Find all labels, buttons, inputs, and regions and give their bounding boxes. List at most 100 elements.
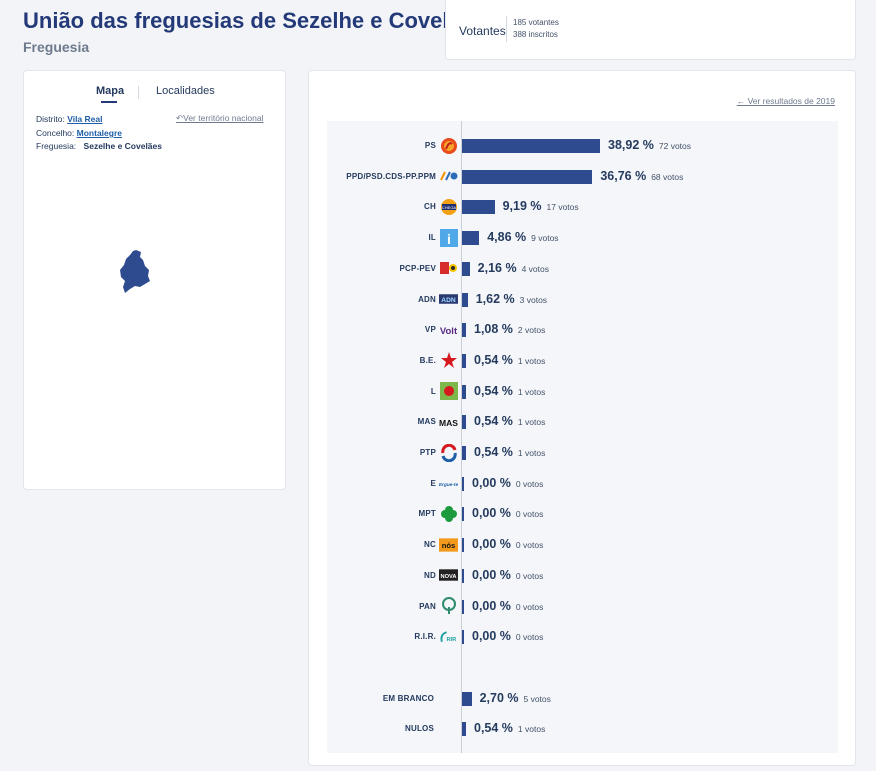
party-name: EM BRANCO [382, 694, 434, 703]
il-logo-icon: i [439, 228, 458, 247]
party-name: PCP-PEV [399, 263, 436, 273]
result-percentage: 4,86 % 9 votos [487, 230, 558, 244]
distrito-label: Distrito: [36, 114, 65, 124]
percentage-value: 0,54 % [474, 445, 513, 459]
freguesia-value: Sezelhe e Covelães [83, 141, 162, 151]
svg-text:CHEGA: CHEGA [441, 205, 456, 210]
votes-count: 0 votos [515, 509, 544, 520]
distrito-link[interactable]: Vila Real [67, 114, 103, 124]
result-bar [462, 139, 600, 153]
votes-count: 9 votos [531, 233, 559, 244]
nc-logo-icon: nós [439, 535, 458, 554]
party-name: MAS [417, 417, 436, 427]
svg-text:Ergue-te: Ergue-te [439, 482, 458, 488]
pcp-pev-logo-icon [439, 259, 458, 278]
result-row: PAN 0,00 % 0 votos [327, 595, 838, 619]
percentage-value: 0,54 % [474, 352, 513, 367]
e-logo-icon: Ergue-te [439, 474, 458, 493]
result-row: PS 38,92 % 72 votos [327, 134, 838, 158]
party-name: IL [428, 233, 436, 243]
result-percentage: 0,54 % 1 votos [474, 445, 545, 459]
result-percentage: 36,76 % 68 votos [600, 169, 683, 183]
result-percentage: 1,62 % 3 votos [476, 292, 547, 306]
livre-logo-icon [439, 382, 458, 401]
result-row: NC nós 0,00 % 0 votos [327, 533, 838, 557]
svg-text:MAS: MAS [439, 418, 458, 428]
votes-count: 0 votos [515, 478, 544, 489]
votantes-divider [506, 16, 507, 42]
svg-text:RIR: RIR [446, 636, 456, 642]
adn-logo-icon: ADN [439, 290, 458, 309]
result-row: MAS MAS 0,54 % 1 votos [327, 410, 838, 434]
percentage-value: 2,16 % [477, 260, 517, 275]
percentage-value: 9,19 % [502, 199, 542, 214]
freguesia-map-shape[interactable] [116, 248, 156, 296]
votes-count: 0 votos [515, 632, 544, 643]
result-percentage: 38,92 % 72 votos [608, 138, 691, 152]
result-percentage: 0,54 % 1 votos [474, 414, 545, 428]
result-row: PTP 0,54 % 1 votos [327, 441, 838, 465]
freguesia-row: Freguesia: Sezelhe e Covelães [36, 141, 162, 151]
percentage-value: 1,62 % [475, 291, 515, 306]
party-name: L [430, 386, 436, 396]
votes-count: 72 votos [658, 141, 692, 151]
percentage-value: 0,00 % [472, 629, 511, 644]
result-percentage: 0,54 % 1 votos [474, 384, 545, 398]
votes-count: 0 votos [515, 570, 544, 581]
ver-resultados-2019-link[interactable]: ← Ver resultados de 2019 [736, 96, 835, 106]
result-bar [462, 507, 464, 522]
votes-count: 0 votos [515, 540, 544, 551]
percentage-value: 0,00 % [472, 598, 511, 613]
result-percentage: 2,16 % 4 votos [478, 261, 549, 275]
result-bar [462, 323, 466, 338]
party-name: MPT [418, 509, 436, 519]
votes-count: 2 votos [517, 325, 546, 336]
result-row: VP Volt 1,08 % 2 votos [327, 318, 838, 342]
votes-count: 1 votos [517, 724, 546, 734]
page-subtitle: Freguesia [23, 39, 90, 55]
votes-count: 1 votos [517, 417, 546, 428]
tab-mapa[interactable]: Mapa [96, 85, 125, 97]
votes-count: 1 votos [517, 386, 546, 397]
result-bar [462, 722, 466, 736]
result-bar [462, 630, 464, 645]
result-row: B.E. 0,54 % 1 votos [327, 349, 838, 373]
result-percentage: 2,70 % 5 votos [480, 691, 551, 705]
result-row: ADN ADN 1,62 % 3 votos [327, 288, 838, 312]
votes-count: 68 votos [651, 171, 684, 182]
percentage-value: 4,86 % [487, 230, 527, 245]
party-name: NULOS [405, 724, 434, 733]
ver-territorio-nacional-label: Ver território nacional [183, 113, 264, 123]
result-bar [462, 415, 466, 430]
result-bar [462, 200, 495, 215]
percentage-value: 36,76 % [600, 168, 647, 183]
party-name: NC [424, 540, 436, 550]
ch-logo-icon: CHEGA [439, 197, 458, 216]
result-row: MPT 0,00 % 0 votos [327, 502, 838, 526]
result-row: R.I.R. RIR 0,00 % 0 votos [327, 625, 838, 649]
result-bar [462, 231, 480, 246]
svg-text:NOVA: NOVA [440, 574, 456, 580]
percentage-value: 0,54 % [474, 383, 513, 398]
party-name: R.I.R. [414, 632, 436, 642]
result-percentage: 0,54 % 1 votos [474, 353, 545, 367]
party-name: B.E. [419, 355, 436, 365]
ver-territorio-nacional-link[interactable]: ↶Ver território nacional [176, 113, 263, 124]
votes-count: 5 votos [523, 694, 551, 704]
votantes-card: Votantes 185 votantes 388 inscritos [445, 0, 856, 60]
result-percentage: 0,00 % 0 votos [472, 599, 543, 613]
concelho-label: Concelho: [36, 128, 75, 138]
svg-text:Volt: Volt [440, 325, 458, 335]
result-bar [462, 446, 466, 460]
votes-count: 1 votos [517, 448, 546, 458]
party-name: PPD/PSD.CDS-PP.PPM [346, 171, 436, 181]
result-percentage: 0,00 % 0 votos [472, 568, 543, 582]
percentage-value: 1,08 % [474, 322, 513, 337]
mas-logo-icon: MAS [439, 412, 458, 431]
tab-localidades[interactable]: Localidades [156, 85, 215, 97]
nd-logo-icon: NOVA [439, 566, 458, 585]
concelho-row: Concelho: Montalegre [36, 128, 122, 138]
svg-text:i: i [447, 231, 451, 247]
percentage-value: 38,92 % [608, 138, 654, 152]
concelho-link[interactable]: Montalegre [76, 128, 122, 138]
